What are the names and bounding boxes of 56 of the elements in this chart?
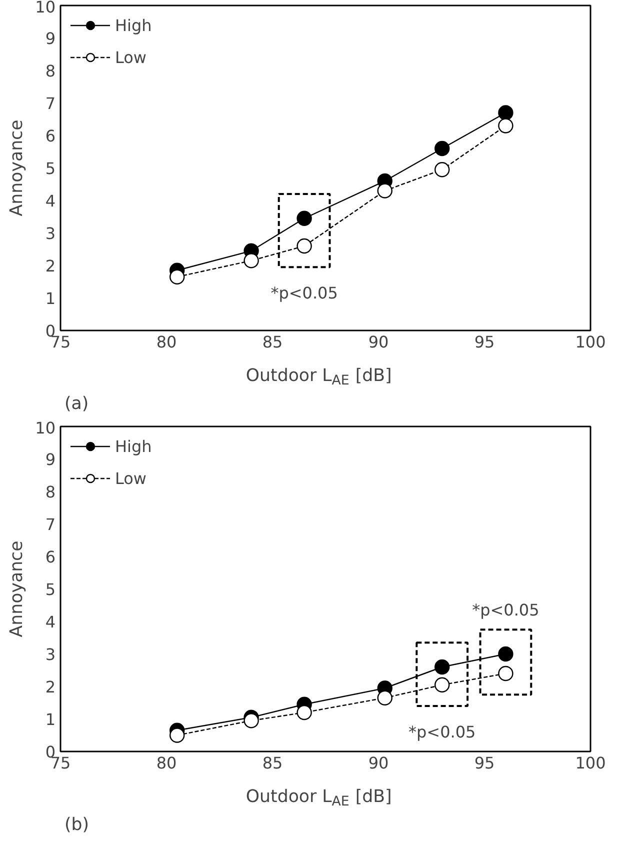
point xyxy=(434,162,450,178)
y-tick-label: 7 xyxy=(45,515,56,534)
point xyxy=(170,269,185,284)
y-tick-label: 5 xyxy=(45,159,56,178)
point xyxy=(296,210,312,226)
x-tick-label: 100 xyxy=(575,754,606,772)
y-tick-label: 9 xyxy=(45,29,56,48)
point xyxy=(498,646,514,662)
y-tick-label: 7 xyxy=(45,94,56,113)
point xyxy=(434,677,450,692)
point xyxy=(244,713,259,728)
y-tick-label: 10 xyxy=(35,0,56,16)
x-tick-label: 95 xyxy=(474,332,495,352)
y-axis-title: Annoyance xyxy=(7,540,28,638)
y-tick-label: 8 xyxy=(45,482,56,502)
y-tick-label: 2 xyxy=(45,678,56,696)
y-tick-label: 1 xyxy=(45,289,56,308)
legend-label: Low xyxy=(115,48,147,66)
point xyxy=(498,105,514,120)
y-axis-title: Annoyance xyxy=(7,120,28,216)
y-tick-label: 3 xyxy=(45,645,56,664)
y-tick-label: 10 xyxy=(35,418,56,438)
text: (b) xyxy=(64,815,90,836)
annotation: *p<0.05 xyxy=(408,722,476,742)
y-tick-label: 4 xyxy=(45,192,56,210)
legend-label: High xyxy=(115,436,152,456)
point xyxy=(434,140,450,156)
point xyxy=(377,183,392,198)
y-tick-label: 9 xyxy=(45,450,56,469)
point xyxy=(244,253,259,268)
y-tick-label: 6 xyxy=(45,548,56,566)
point xyxy=(296,238,312,254)
y-tick-label: 5 xyxy=(45,580,56,599)
y-tick-label: 2 xyxy=(45,256,56,276)
y-tick-label: 4 xyxy=(45,612,56,632)
annotation: *p<0.05 xyxy=(472,600,540,620)
point xyxy=(377,690,392,706)
legend-label: Low xyxy=(115,468,147,488)
point xyxy=(434,659,450,675)
point xyxy=(296,704,312,720)
x-tick-label: 85 xyxy=(262,332,283,352)
x-tick-label: 85 xyxy=(262,754,283,772)
x-tick-label: 100 xyxy=(575,332,606,352)
x-tick-label: 95 xyxy=(474,754,495,772)
x-tick-label: 80 xyxy=(156,332,177,352)
x-tick-label: 90 xyxy=(368,332,389,352)
x-tick-label: 80 xyxy=(156,754,177,772)
text: (a) xyxy=(64,394,89,414)
x-tick-label: 90 xyxy=(368,754,389,772)
y-tick-label: 6 xyxy=(45,126,56,146)
y-tick-label: 3 xyxy=(45,224,56,243)
annotation: *p<0.05 xyxy=(270,284,338,303)
legend-label: High xyxy=(115,16,152,34)
y-tick-label: 1 xyxy=(45,710,56,729)
point xyxy=(170,728,185,743)
y-tick-label: 8 xyxy=(45,62,56,80)
